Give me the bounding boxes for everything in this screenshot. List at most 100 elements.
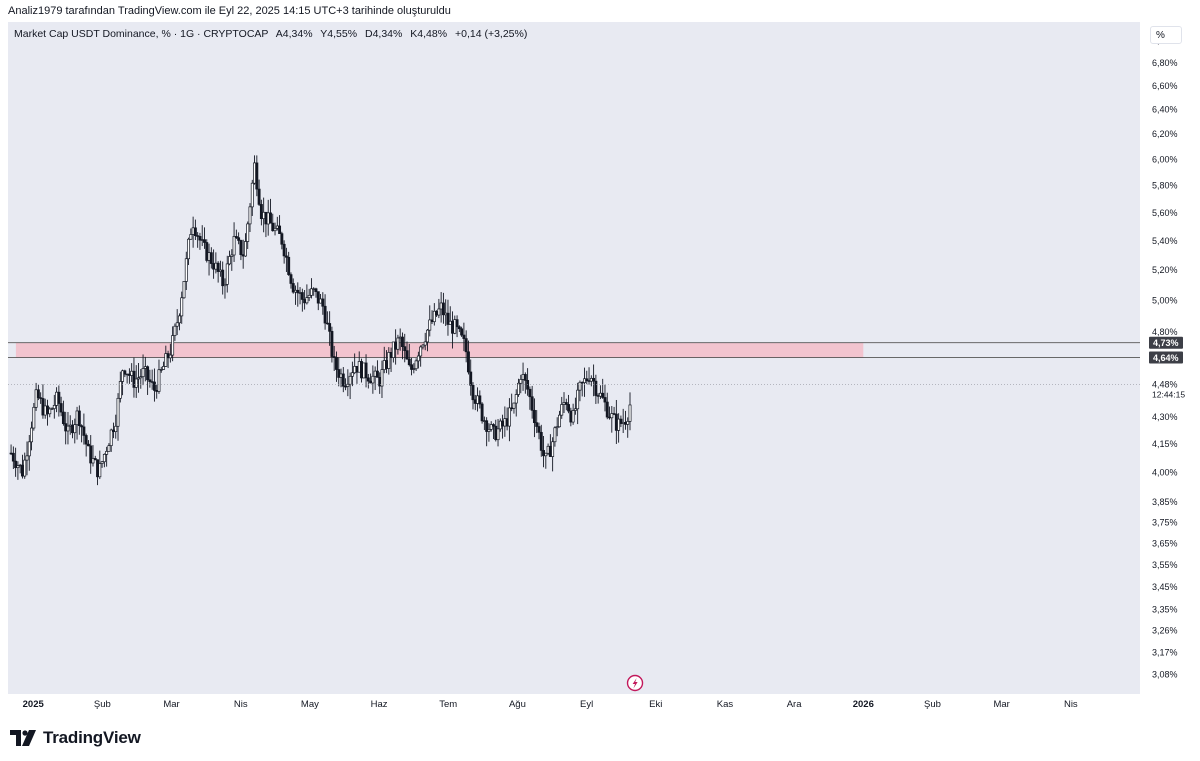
candle-body <box>544 452 548 457</box>
candle-body <box>287 256 291 275</box>
candle-body <box>460 328 464 336</box>
candle-body <box>127 373 131 376</box>
candle-body <box>583 378 586 383</box>
candle-body <box>332 356 336 358</box>
candle-body <box>594 380 598 396</box>
y-tick-label: 6,00% <box>1152 155 1178 165</box>
candle-body <box>114 425 118 433</box>
candle-body <box>542 450 545 457</box>
candle-body <box>141 368 145 378</box>
candle-body <box>232 236 236 256</box>
candle-body <box>189 234 193 240</box>
candle-body <box>482 420 486 422</box>
candle-body <box>155 390 159 392</box>
candle-body <box>451 320 454 334</box>
candle-body <box>80 425 84 428</box>
candle-body <box>617 418 621 431</box>
candle-body <box>212 263 216 270</box>
tradingview-brand[interactable]: TradingView <box>10 728 141 748</box>
candle-body <box>102 453 106 463</box>
x-tick-label: 2025 <box>23 699 45 710</box>
candle-body <box>373 370 377 377</box>
candle-body <box>489 424 493 430</box>
candle-body <box>30 427 34 443</box>
candle-body <box>457 326 461 330</box>
candle-body <box>403 346 407 352</box>
support-resistance-zone[interactable] <box>15 342 864 358</box>
candle-body <box>371 375 375 384</box>
candle-body <box>501 420 505 427</box>
candle-body <box>517 382 520 395</box>
candle-body <box>321 298 325 307</box>
candle-body <box>41 398 45 416</box>
candle-body <box>478 395 482 405</box>
y-tick-label: 3,35% <box>1152 605 1178 615</box>
candle-body <box>357 361 361 373</box>
symbol-title[interactable]: Market Cap USDT Dominance, % · 1G · CRYP… <box>14 28 269 40</box>
candle-body <box>496 428 500 441</box>
legend-change: +0,14 (+3,25%) <box>454 28 528 40</box>
candle-body <box>137 377 140 380</box>
y-tick-label: 3,26% <box>1152 626 1178 636</box>
price-scale[interactable] <box>1140 22 1194 716</box>
x-tick-label: Mar <box>163 699 179 710</box>
candle-body <box>18 464 22 467</box>
x-tick-label: Eki <box>649 699 662 710</box>
y-tick-label: 3,17% <box>1152 647 1178 657</box>
chart-area[interactable]: 7,00%6,80%6,60%6,40%6,20%6,00%5,80%5,60%… <box>8 22 1194 716</box>
candle-body <box>507 407 511 427</box>
candle-body <box>243 241 247 257</box>
percent-scale-button[interactable]: % <box>1150 26 1182 44</box>
candle-body <box>612 413 616 415</box>
candle-body <box>428 319 432 331</box>
candle-body <box>223 284 227 287</box>
candle-body <box>551 441 555 457</box>
candle-body <box>34 389 38 408</box>
candle-body <box>21 464 24 477</box>
candle-body <box>27 441 31 457</box>
candle-body <box>558 414 561 428</box>
candle-body <box>535 422 539 427</box>
candle-body <box>512 402 516 409</box>
candle-body <box>259 204 263 220</box>
candle-body <box>325 322 329 325</box>
candle-body <box>364 362 368 379</box>
candle-body <box>494 425 498 441</box>
candle-body <box>143 366 147 369</box>
time-axis[interactable] <box>8 694 1194 716</box>
y-tick-label: 5,20% <box>1152 265 1178 275</box>
candle-body <box>291 283 295 293</box>
x-tick-label: Mar <box>993 699 1009 710</box>
candle-body <box>305 297 309 304</box>
candle-body <box>539 431 543 451</box>
price-chart[interactable]: 7,00%6,80%6,60%6,40%6,20%6,00%5,80%5,60%… <box>8 22 1194 716</box>
candle-body <box>375 370 379 378</box>
candle-body <box>86 443 90 447</box>
candle-body <box>230 254 234 257</box>
candle-body <box>116 397 120 427</box>
candle-body <box>573 408 577 411</box>
x-tick-label: Ağu <box>509 699 526 710</box>
candle-body <box>430 319 434 323</box>
candle-body <box>64 423 68 432</box>
candle-body <box>25 455 29 461</box>
candle-body <box>200 239 204 241</box>
candle-body <box>150 381 154 383</box>
x-tick-label: Ara <box>787 699 803 710</box>
candle-body <box>432 310 436 323</box>
candle-body <box>455 319 459 328</box>
candle-body <box>107 445 111 452</box>
candle-body <box>289 274 293 284</box>
candle-body <box>130 370 134 376</box>
candle-body <box>278 225 282 234</box>
candle-body <box>469 371 473 386</box>
candle-body <box>369 380 373 384</box>
candle-body <box>446 312 450 325</box>
candle-body <box>423 341 427 346</box>
y-tick-label: 5,80% <box>1152 181 1178 191</box>
candle-body <box>228 256 231 265</box>
candle-body <box>148 379 152 382</box>
candle-body <box>82 426 86 436</box>
candle-body <box>55 391 59 406</box>
candle-body <box>587 380 591 382</box>
